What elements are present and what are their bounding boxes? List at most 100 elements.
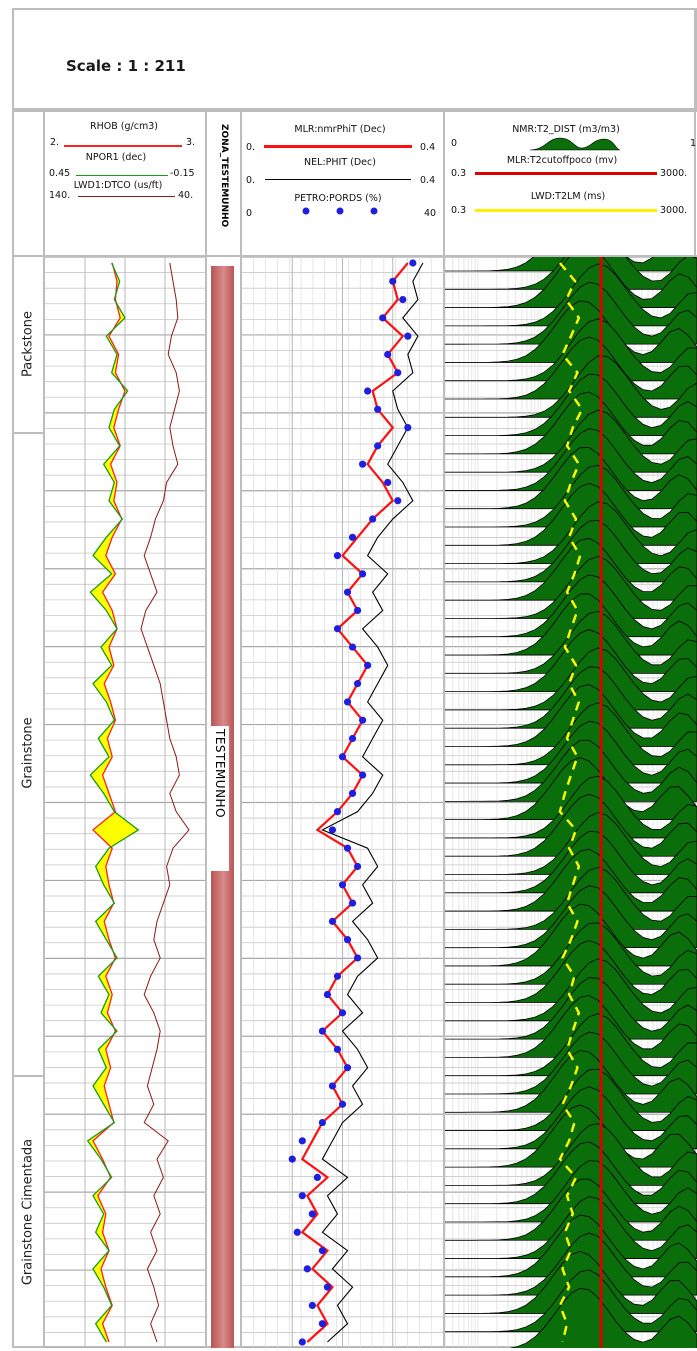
rhob-legend-line [64, 145, 182, 147]
nelphit-legend-line [265, 179, 411, 180]
pords-point [404, 332, 412, 340]
t2-dist-wave [445, 537, 697, 601]
pords-legend-dots [302, 207, 378, 215]
pords-point [343, 1064, 352, 1072]
t2-dist-wave [445, 903, 697, 967]
t2cutoff-left: 0.3 [451, 168, 467, 179]
t2cutoff-label: MLR:T2cutoffpoco (mv) [506, 155, 618, 166]
t2dist-legend-glyph [530, 137, 620, 151]
nmrphit-label: MLR:nmrPhiT (Dec) [294, 124, 386, 135]
pords-point [359, 460, 367, 468]
pords-point [338, 1100, 347, 1108]
t2lm-left: 0.3 [451, 205, 467, 216]
header-bottom-border [12, 255, 697, 257]
pords-label: PETRO:PORDS (%) [294, 193, 382, 204]
t2lm-right: 3000. [660, 205, 688, 216]
t2lm-curve [558, 262, 584, 1343]
pords-point [353, 680, 362, 688]
pords-point [318, 1027, 326, 1035]
nmrphit-right: 0.4 [420, 142, 436, 153]
t2-dist-wave [445, 1050, 697, 1113]
pords-left: 0 [246, 208, 253, 219]
nmr-phit-curve [300, 262, 409, 1343]
pords-point [308, 1301, 316, 1310]
t2lm-label: LWD:T2LM (ms) [530, 191, 606, 202]
dtco-label: LWD1:DTCO (us/ft) [73, 180, 163, 191]
header-top-border [12, 110, 697, 112]
pords-point [394, 497, 402, 505]
rhob-curve [92, 262, 126, 1343]
t2-dist-wave [445, 257, 697, 308]
pords-point [364, 661, 372, 669]
scale-label: Scale : 1 : 211 [66, 57, 186, 75]
pords-point [399, 295, 407, 304]
pords-point [308, 1210, 316, 1218]
npor-left: 0.45 [49, 168, 71, 179]
pords-point [298, 1137, 306, 1145]
npor-right: -0.15 [170, 168, 195, 179]
pords-point [333, 808, 342, 816]
pords-point [338, 753, 347, 761]
dtco-right: 40. [178, 190, 194, 201]
pords-point [348, 734, 357, 743]
pords-right: 40 [424, 208, 437, 219]
t2dist-label: NMR:T2_DIST (m3/m3) [512, 124, 620, 135]
rhob-label: RHOB (g/cm3) [90, 121, 158, 132]
pords-point [298, 1338, 306, 1346]
pords-point [384, 350, 392, 359]
pords-point [353, 606, 362, 615]
pords-point [328, 826, 337, 834]
t2-dist-wave [445, 263, 697, 327]
facies-boundary-1 [12, 431, 44, 434]
t2-dist-wave [445, 409, 697, 473]
t2-dist-wave [445, 684, 697, 747]
pords-point [323, 1283, 332, 1291]
divider-track1-zone [205, 110, 207, 1348]
t2-dist-wave [445, 447, 697, 510]
pords-point [293, 1228, 301, 1236]
npor-curve [86, 262, 140, 1343]
pords-point [353, 954, 362, 962]
pords-point [338, 881, 347, 889]
pords-point [333, 972, 342, 980]
pords-point [288, 1155, 296, 1163]
pords-point [328, 917, 337, 925]
pords-point [384, 478, 392, 487]
facies-label-grainstone-cimentada: Grainstone Cimentada [20, 1138, 36, 1285]
pords-point [313, 1173, 321, 1182]
t2-dist-wave [445, 629, 697, 693]
pords-point [298, 1192, 306, 1200]
nelphit-left: 0. [246, 175, 256, 186]
t2-dist-wave [445, 336, 697, 400]
rhob-npor-crossover-fill [87, 263, 139, 1342]
pords-point [348, 789, 357, 797]
pords-point [374, 442, 382, 450]
pords-point [374, 405, 382, 413]
facies-label-packstone: Packstone [20, 311, 36, 378]
pords-point [364, 387, 372, 395]
pords-point [333, 625, 342, 633]
t2-dist-wave [445, 848, 697, 912]
pords-point [343, 588, 352, 596]
pords-point [348, 643, 357, 651]
pords-point [333, 1045, 342, 1053]
pords-point [389, 277, 397, 285]
track3-plot [242, 257, 443, 1348]
pords-point [348, 533, 357, 541]
pords-point [328, 1082, 337, 1090]
t2-dist-wave [445, 593, 697, 656]
pords-point [303, 1265, 311, 1273]
t2-dist-wave [445, 757, 697, 821]
pords-point [338, 1009, 347, 1017]
divider-facies-track1 [43, 110, 45, 1348]
t2cutoff-right: 3000. [660, 168, 688, 179]
nelphit-right: 0.4 [420, 175, 436, 186]
scale-box: Scale : 1 : 211 [12, 8, 697, 110]
pords-point [369, 515, 377, 523]
t2dist-right: 1 [690, 138, 697, 149]
pords-point [404, 423, 412, 432]
t2-dist-wave [445, 300, 697, 363]
t2-dist-wave [445, 958, 697, 1022]
pords-point [333, 552, 342, 560]
rhob-right: 3. [186, 137, 196, 148]
